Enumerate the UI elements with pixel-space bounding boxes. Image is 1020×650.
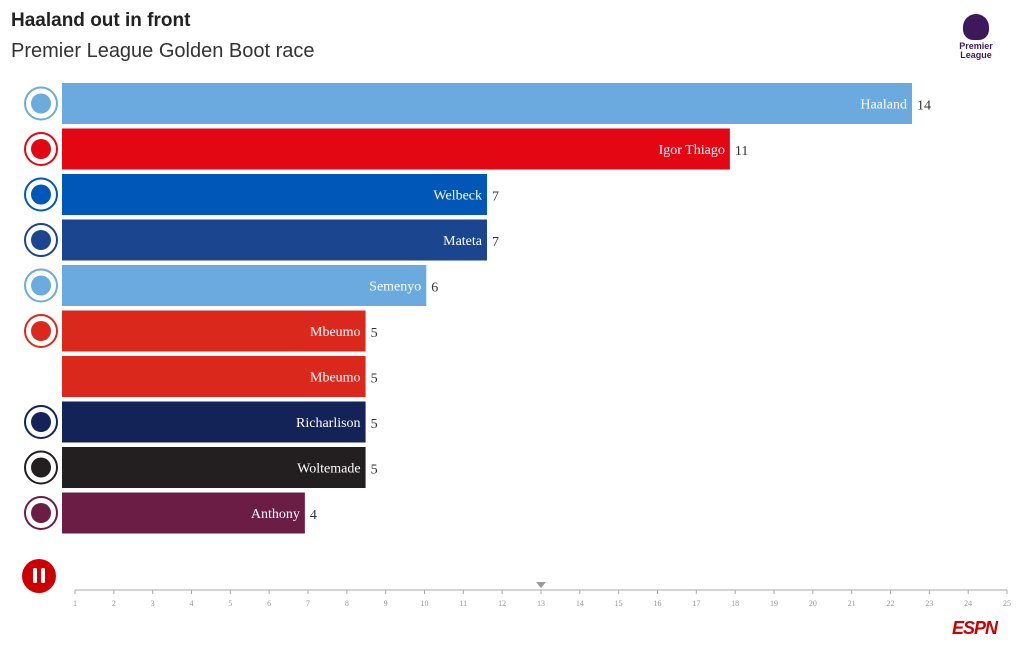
pause-icon bbox=[33, 568, 37, 583]
bar-label: Semenyo bbox=[369, 280, 421, 295]
bar bbox=[62, 401, 366, 443]
bar bbox=[62, 83, 912, 124]
timeline-tick-label: 11 bbox=[459, 599, 467, 608]
club-crest-icon bbox=[24, 223, 58, 257]
club-crest-icon bbox=[24, 450, 58, 485]
bar-label: Richarlison bbox=[296, 416, 361, 431]
club-crest-icon bbox=[24, 177, 58, 212]
timeline-tick-label: 4 bbox=[190, 599, 194, 608]
bar bbox=[62, 265, 427, 306]
espn-logo: ESPN bbox=[952, 618, 998, 638]
timeline-tick-label: 13 bbox=[537, 599, 545, 608]
value-label: 5 bbox=[371, 372, 378, 387]
club-crest-icon bbox=[24, 314, 58, 348]
bar-label: Mateta bbox=[443, 234, 483, 249]
chart-title: Haaland out in front bbox=[11, 10, 191, 31]
club-crest-icon bbox=[24, 86, 58, 121]
club-crest-icon bbox=[24, 405, 58, 439]
timeline-tick-label: 8 bbox=[345, 599, 349, 608]
timeline-tick-label: 12 bbox=[498, 599, 506, 608]
club-crest-icon bbox=[24, 132, 58, 166]
timeline-tick-label: 24 bbox=[964, 599, 972, 608]
bar-label: Welbeck bbox=[433, 189, 482, 204]
timeline-tick-label: 5 bbox=[228, 599, 232, 608]
bar bbox=[62, 128, 730, 170]
bar bbox=[62, 219, 487, 261]
value-label: 11 bbox=[735, 144, 748, 159]
bar-label: Mbeumo bbox=[310, 325, 361, 340]
bar-label: Igor Thiago bbox=[659, 143, 725, 158]
value-label: 7 bbox=[492, 235, 499, 250]
bar bbox=[62, 174, 487, 215]
chart-subtitle: Premier League Golden Boot race bbox=[11, 40, 315, 62]
timeline-tick-label: 17 bbox=[692, 599, 700, 608]
bar bbox=[62, 492, 305, 534]
timeline-tick-label: 20 bbox=[809, 599, 817, 608]
value-label: 14 bbox=[917, 99, 931, 114]
bar bbox=[62, 310, 366, 352]
timeline-handle[interactable] bbox=[536, 582, 546, 588]
timeline-tick-label: 22 bbox=[887, 599, 895, 608]
timeline-tick-label: 2 bbox=[112, 599, 116, 608]
timeline-tick-label: 25 bbox=[1003, 599, 1011, 608]
bar-label: Mbeumo bbox=[310, 371, 361, 386]
bar-label: Haaland bbox=[860, 98, 907, 113]
timeline-tick-label: 18 bbox=[731, 599, 739, 608]
premier-league-logo: Premier League bbox=[955, 14, 997, 68]
timeline-tick-label: 23 bbox=[925, 599, 933, 608]
value-label: 5 bbox=[371, 417, 378, 432]
bar-label: Anthony bbox=[251, 507, 300, 522]
value-label: 7 bbox=[492, 190, 499, 205]
timeline-tick-label: 21 bbox=[848, 599, 856, 608]
timeline-tick-label: 14 bbox=[576, 599, 584, 608]
timeline-tick-label: 10 bbox=[421, 599, 429, 608]
timeline-tick-label: 16 bbox=[654, 599, 662, 608]
bar-label: Woltemade bbox=[297, 462, 360, 477]
bar bbox=[62, 356, 366, 397]
value-label: 4 bbox=[310, 508, 317, 523]
timeline-tick-label: 19 bbox=[770, 599, 778, 608]
value-label: 5 bbox=[371, 463, 378, 478]
club-crest-icon bbox=[24, 268, 58, 303]
club-crest-icon bbox=[24, 496, 58, 530]
value-label: 5 bbox=[371, 326, 378, 341]
timeline-tick-label: 1 bbox=[73, 599, 77, 608]
timeline-tick-label: 9 bbox=[384, 599, 388, 608]
timeline-tick-label: 3 bbox=[151, 599, 155, 608]
timeline-tick-label: 6 bbox=[267, 599, 271, 608]
timeline-tick-label: 7 bbox=[306, 599, 310, 608]
value-label: 6 bbox=[431, 281, 438, 296]
pause-button[interactable] bbox=[22, 559, 56, 593]
bar bbox=[62, 447, 366, 488]
timeline-tick-label: 15 bbox=[615, 599, 623, 608]
